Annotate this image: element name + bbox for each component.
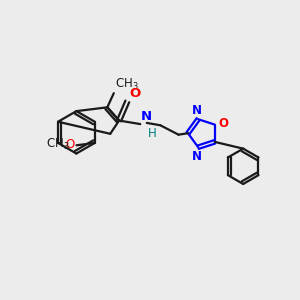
Text: O: O (65, 138, 75, 151)
Text: N: N (192, 150, 202, 163)
Text: H: H (148, 127, 157, 140)
Text: N: N (192, 104, 202, 117)
Text: O: O (218, 117, 228, 130)
Text: CH$_3$: CH$_3$ (115, 76, 138, 92)
Text: N: N (141, 110, 152, 123)
Text: O: O (129, 87, 140, 100)
Text: CH$_3$: CH$_3$ (46, 137, 70, 152)
